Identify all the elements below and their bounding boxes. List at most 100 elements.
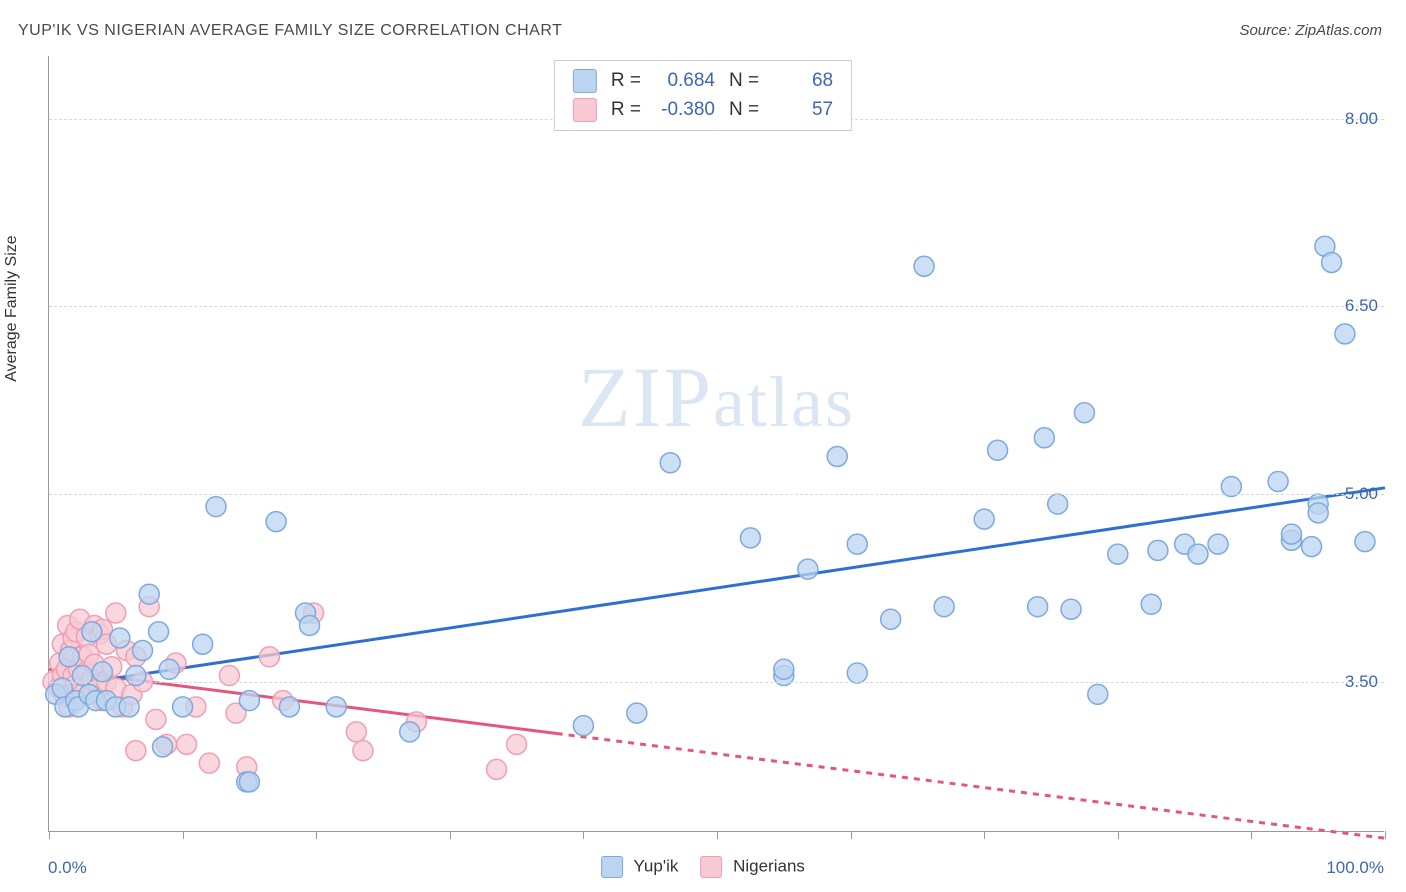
y-tick-label: 6.50 — [1345, 296, 1378, 316]
plot-svg — [49, 56, 1384, 831]
x-tick — [1385, 831, 1386, 839]
data-point — [92, 662, 112, 682]
data-point — [1141, 594, 1161, 614]
data-point — [487, 759, 507, 779]
legend-item-a: Yup'ik — [601, 856, 678, 878]
gridline — [49, 494, 1384, 495]
data-point — [133, 641, 153, 661]
data-point — [1028, 597, 1048, 617]
data-point — [798, 559, 818, 579]
r-value-b: -0.380 — [655, 96, 715, 125]
n-value-b: 57 — [773, 96, 833, 125]
data-point — [106, 603, 126, 623]
x-tick — [1118, 831, 1119, 839]
legend-bottom: Yup'ik Nigerians — [601, 856, 805, 878]
x-tick — [183, 831, 184, 839]
chart-title: YUP'IK VS NIGERIAN AVERAGE FAMILY SIZE C… — [18, 22, 562, 40]
data-point — [660, 453, 680, 473]
data-point — [266, 512, 286, 532]
data-point — [177, 734, 197, 754]
data-point — [206, 497, 226, 517]
gridline — [49, 306, 1384, 307]
data-point — [110, 628, 130, 648]
data-point — [740, 528, 760, 548]
stats-box: R = 0.684 N = 68 R = -0.380 N = 57 — [554, 60, 852, 131]
x-tick — [583, 831, 584, 839]
data-point — [300, 615, 320, 635]
swatch-series-b — [573, 98, 597, 122]
data-point — [126, 741, 146, 761]
data-point — [847, 663, 867, 683]
data-point — [1188, 544, 1208, 564]
data-point — [573, 716, 593, 736]
data-point — [1308, 503, 1328, 523]
legend-label-a: Yup'ik — [634, 856, 679, 875]
data-point — [199, 753, 219, 773]
source-label: Source: ZipAtlas.com — [1239, 22, 1382, 39]
r-label-a: R = — [611, 67, 641, 96]
data-point — [173, 697, 193, 717]
data-point — [239, 691, 259, 711]
data-point — [139, 584, 159, 604]
data-point — [239, 772, 259, 792]
data-point — [974, 509, 994, 529]
r-label-b: R = — [611, 96, 641, 125]
x-tick — [49, 831, 50, 839]
x-tick — [717, 831, 718, 839]
gridline — [49, 682, 1384, 683]
x-tick — [450, 831, 451, 839]
plot-area: ZIPatlas 3.505.006.508.00 — [48, 56, 1384, 832]
data-point — [507, 734, 527, 754]
data-point — [146, 709, 166, 729]
legend-swatch-b — [700, 856, 722, 878]
x-tick — [984, 831, 985, 839]
swatch-series-a — [573, 69, 597, 93]
data-point — [827, 447, 847, 467]
x-tick — [316, 831, 317, 839]
y-axis-label: Average Family Size — [3, 235, 21, 381]
data-point — [149, 622, 169, 642]
legend-item-b: Nigerians — [700, 856, 805, 878]
x-tick — [1251, 831, 1252, 839]
data-point — [881, 609, 901, 629]
data-point — [159, 659, 179, 679]
chart-container: YUP'IK VS NIGERIAN AVERAGE FAMILY SIZE C… — [0, 0, 1406, 892]
y-tick-label: 3.50 — [1345, 672, 1378, 692]
data-point — [1074, 403, 1094, 423]
data-point — [1061, 599, 1081, 619]
y-tick-label: 8.00 — [1345, 109, 1378, 129]
data-point — [1268, 472, 1288, 492]
data-point — [1148, 540, 1168, 560]
x-tick — [851, 831, 852, 839]
data-point — [82, 622, 102, 642]
data-point — [346, 722, 366, 742]
data-point — [1088, 684, 1108, 704]
data-point — [847, 534, 867, 554]
r-value-a: 0.684 — [655, 67, 715, 96]
data-point — [1281, 524, 1301, 544]
data-point — [119, 697, 139, 717]
data-point — [914, 256, 934, 276]
n-label-b: N = — [729, 96, 759, 125]
stats-row-a: R = 0.684 N = 68 — [573, 67, 833, 96]
n-label-a: N = — [729, 67, 759, 96]
data-point — [1208, 534, 1228, 554]
stats-row-b: R = -0.380 N = 57 — [573, 96, 833, 125]
x-max-label: 100.0% — [1326, 858, 1384, 878]
data-point — [1302, 537, 1322, 557]
data-point — [279, 697, 299, 717]
x-min-label: 0.0% — [48, 858, 87, 878]
data-point — [1335, 324, 1355, 344]
data-point — [353, 741, 373, 761]
data-point — [1108, 544, 1128, 564]
data-point — [400, 722, 420, 742]
legend-swatch-a — [601, 856, 623, 878]
data-point — [326, 697, 346, 717]
data-point — [1048, 494, 1068, 514]
data-point — [934, 597, 954, 617]
data-point — [774, 659, 794, 679]
data-point — [193, 634, 213, 654]
data-point — [988, 440, 1008, 460]
y-tick-label: 5.00 — [1345, 484, 1378, 504]
n-value-a: 68 — [773, 67, 833, 96]
